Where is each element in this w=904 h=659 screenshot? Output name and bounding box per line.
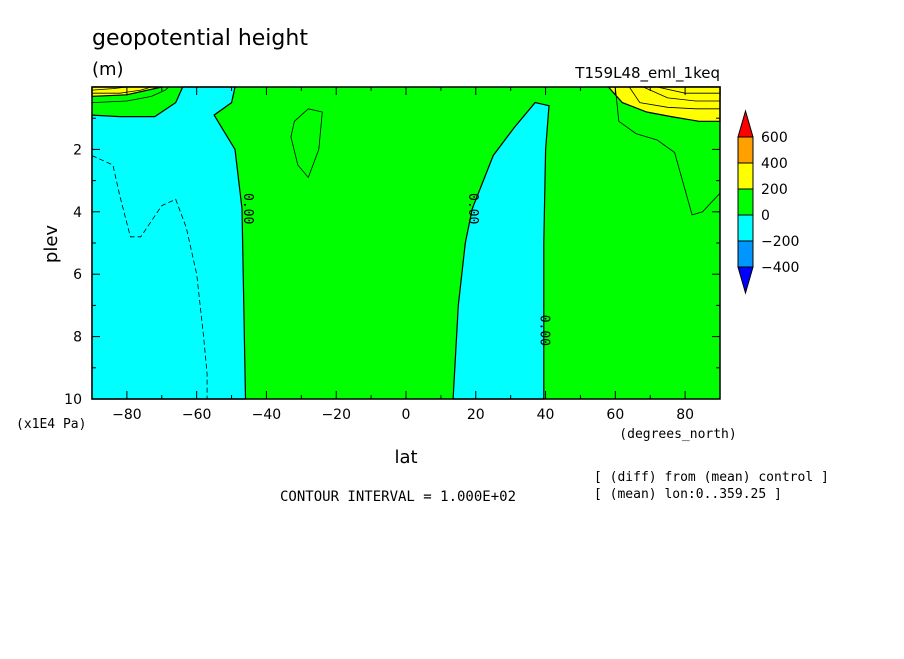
- chart-title: geopotential height: [92, 26, 308, 51]
- colorbar-label: 200: [761, 182, 788, 198]
- contour-label-0: 0.00: [240, 193, 255, 224]
- run-label: T159L48_eml_1keq: [574, 64, 720, 83]
- contour-interval-text: CONTOUR INTERVAL = 1.000E+02: [280, 489, 516, 505]
- colorbar-swatch: [737, 188, 754, 216]
- x-tick-label: 20: [467, 407, 485, 423]
- y-axis-label: plev: [41, 225, 62, 264]
- x-tick-label: −80: [112, 407, 142, 423]
- colorbar-label: −200: [761, 234, 799, 250]
- colorbar-label: 0: [761, 208, 770, 224]
- colorbar: 600 400 200 0 −200 −400: [737, 109, 799, 295]
- colorbar-swatch-top: [737, 109, 754, 138]
- colorbar-label: −400: [761, 260, 799, 276]
- contour-label-1: 0.00: [465, 193, 480, 224]
- contour-line-4: [614, 86, 721, 216]
- x-tick-label: −40: [252, 407, 282, 423]
- chart-units: (m): [92, 59, 124, 80]
- x-tick-label: −60: [182, 407, 212, 423]
- contour-label-2: 0.00: [536, 315, 551, 346]
- region-negative-central: [452, 101, 550, 400]
- y-tick-label: 8: [73, 330, 82, 346]
- contour-line-1: [92, 86, 152, 94]
- x-axis-label: lat: [394, 447, 417, 468]
- contour-line-0: [91, 86, 170, 103]
- y-tick-label: 6: [73, 267, 82, 283]
- colorbar-label: 600: [761, 130, 788, 146]
- colorbar-swatch: [737, 136, 754, 164]
- y-tick-label: 4: [73, 205, 82, 221]
- contour-line-8: [91, 155, 208, 399]
- note-line-1: [ (diff) from (mean) control ]: [594, 470, 829, 485]
- contour-line-5: [628, 86, 720, 110]
- y-tick-label: 10: [64, 392, 82, 408]
- plot-area: 0.00 0.00 0.00 −80 −60 −40 −20 0 20 40 60 80 2 4 6 8 10: [64, 86, 721, 423]
- y-axis-units: (x1E4 Pa): [16, 417, 86, 432]
- colorbar-swatch: [737, 162, 754, 190]
- x-axis-units: (degrees_north): [619, 427, 736, 442]
- x-tick-label: 40: [537, 407, 555, 423]
- x-tick-label: −20: [321, 407, 351, 423]
- colorbar-swatch: [737, 214, 754, 242]
- y-tick-label: 2: [73, 142, 82, 158]
- colorbar-label: 400: [761, 156, 788, 172]
- note-line-2: [ (mean) lon:0..359.25 ]: [594, 487, 782, 502]
- x-tick-label: 0: [402, 407, 411, 423]
- region-negative-west: [91, 86, 247, 400]
- colorbar-swatch: [737, 240, 754, 268]
- contour-line-6: [643, 86, 720, 102]
- x-tick-label: 60: [606, 407, 624, 423]
- x-tick-label: 80: [676, 407, 694, 423]
- contour-line-3: [290, 108, 323, 179]
- colorbar-swatch-bottom: [737, 266, 754, 295]
